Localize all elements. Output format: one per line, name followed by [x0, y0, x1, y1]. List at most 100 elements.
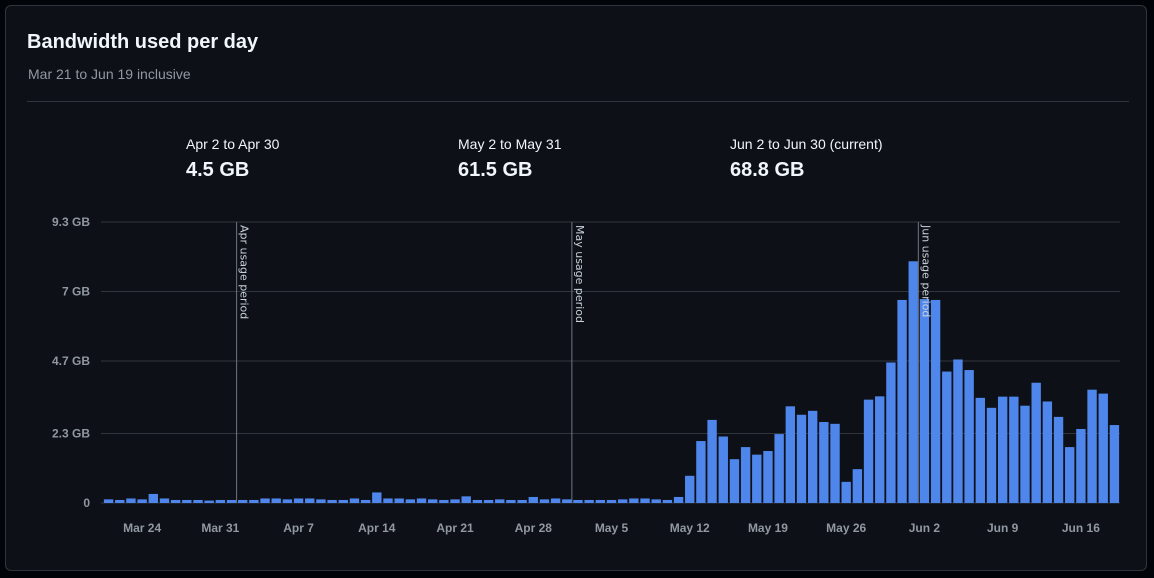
bar [964, 370, 974, 503]
x-tick-label: Jun 9 [987, 521, 1019, 535]
x-tick-label: Apr 28 [515, 521, 553, 535]
bar [830, 423, 840, 503]
y-tick-label: 7 GB [62, 284, 90, 298]
bar [718, 436, 728, 503]
bar [875, 396, 885, 503]
period-summary-may: May 2 to May 31 61.5 GB [458, 136, 562, 182]
bar [908, 261, 918, 503]
bar [975, 397, 985, 503]
period-label: Jun 2 to Jun 30 (current) [730, 136, 883, 152]
y-tick-label: 0 [83, 496, 90, 510]
bar [640, 498, 650, 503]
bar [148, 493, 158, 503]
bar [562, 499, 572, 503]
bar [707, 419, 717, 503]
bar [170, 499, 181, 503]
period-summary-apr: Apr 2 to Apr 30 4.5 GB [186, 136, 279, 182]
bar [1065, 447, 1075, 503]
bandwidth-bar-chart: 0 2.3 GB 4.7 GB 7 GB 9.3 GB Apr usage period M… [52, 215, 1120, 535]
bar [416, 498, 427, 503]
bar [495, 499, 505, 503]
bar [338, 499, 348, 503]
bar [1009, 396, 1019, 503]
chart-title: Bandwidth used per day [27, 31, 259, 53]
x-tick-label: Mar 31 [201, 521, 239, 535]
bar [405, 499, 416, 503]
bar [327, 499, 337, 503]
x-tick-label: May 12 [670, 521, 710, 535]
bar [115, 499, 125, 503]
x-tick-label: Apr 14 [358, 521, 396, 535]
bar [685, 475, 695, 503]
bar [316, 499, 326, 503]
bar [807, 410, 818, 503]
bar [271, 498, 281, 503]
bar [595, 499, 606, 503]
bar [305, 498, 315, 503]
bar [528, 496, 538, 503]
bar [103, 499, 114, 503]
x-tick-label: May 5 [595, 521, 629, 535]
x-tick-label: May 26 [826, 521, 866, 535]
bar [439, 499, 449, 503]
bar [450, 499, 460, 503]
bar [226, 499, 237, 503]
chart-subtitle: Mar 21 to Jun 19 inclusive [28, 66, 191, 82]
bar [215, 499, 226, 503]
bar [461, 496, 471, 503]
bar [238, 499, 248, 503]
bar [1020, 405, 1030, 503]
bar [1031, 382, 1041, 503]
bar [159, 498, 170, 503]
bar [539, 499, 550, 503]
bar [796, 414, 807, 503]
bar [1109, 425, 1120, 503]
usage-period-label: May usage period [573, 225, 586, 323]
bar [126, 498, 136, 503]
usage-period-label: Jun usage period [919, 224, 932, 317]
bar [428, 499, 438, 503]
bar [763, 451, 773, 503]
bar [841, 481, 851, 503]
bar [886, 362, 896, 503]
bandwidth-card: Bandwidth used per day Mar 21 to Jun 19 … [5, 5, 1147, 571]
bar [651, 499, 661, 503]
bar [819, 422, 829, 503]
bar [1042, 401, 1053, 503]
bar [360, 499, 371, 503]
y-tick-label: 2.3 GB [52, 427, 90, 441]
x-tick-label: Apr 7 [283, 521, 314, 535]
bar [785, 406, 796, 503]
bar [1053, 416, 1064, 503]
x-tick-label: May 19 [748, 521, 788, 535]
bar [483, 499, 494, 503]
bar [383, 498, 393, 503]
bar [930, 299, 941, 503]
bar [137, 499, 147, 503]
bar [740, 447, 751, 503]
bar [1098, 393, 1108, 503]
bar [919, 299, 930, 503]
bar [729, 459, 740, 503]
bar [953, 359, 963, 503]
bar [372, 492, 382, 503]
bar [1087, 389, 1097, 503]
period-value: 61.5 GB [458, 159, 533, 181]
bar [617, 499, 628, 503]
bar [349, 498, 360, 503]
bar [852, 469, 863, 503]
bar [997, 396, 1008, 503]
usage-period-label: Apr usage period [238, 225, 251, 319]
bar [752, 454, 762, 503]
bar [506, 499, 516, 503]
bar [517, 499, 527, 503]
bar [394, 498, 404, 503]
bar [182, 499, 192, 503]
bar [606, 499, 617, 503]
bar [897, 299, 907, 503]
bar [204, 500, 214, 503]
bar [472, 499, 483, 503]
period-summary-jun: Jun 2 to Jun 30 (current) 68.8 GB [730, 136, 883, 182]
bar [774, 434, 784, 503]
period-label: May 2 to May 31 [458, 136, 562, 152]
